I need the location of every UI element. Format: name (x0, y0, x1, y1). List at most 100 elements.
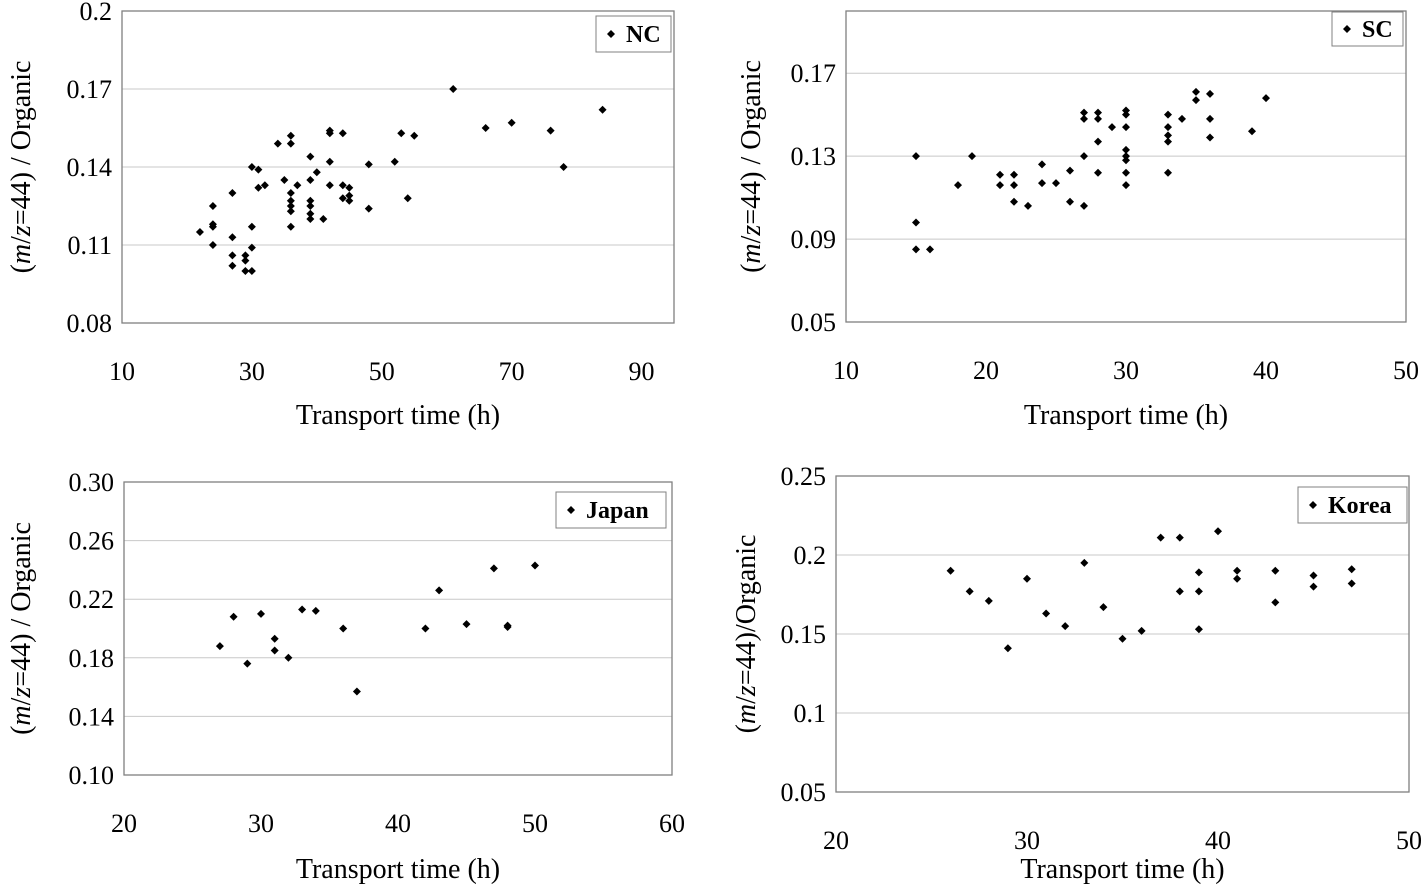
legend: Japan (555, 491, 667, 529)
data-point (1194, 625, 1203, 634)
y-axis-title: (m/z=44) / Organic (6, 522, 37, 735)
data-point (1137, 626, 1146, 635)
x-tick-label: 50 (1393, 356, 1419, 385)
x-tick-label: 40 (385, 809, 411, 838)
data-point (1194, 587, 1203, 596)
data-point (403, 194, 412, 203)
chart-panel-4: 0.05 0.1 0.15 0.2 0.25 20 30 40 50 Korea Transport… (731, 462, 1422, 885)
data-point (507, 118, 516, 127)
data-point (208, 202, 217, 210)
legend-marker (607, 30, 615, 38)
x-tick-label: 70 (499, 357, 525, 386)
y-tick-label: 0.18 (69, 644, 115, 673)
data-point (1122, 123, 1130, 132)
data-point (1271, 598, 1280, 607)
data-point (1080, 201, 1088, 210)
data-point (1122, 145, 1130, 154)
data-point (1066, 197, 1074, 206)
data-point (241, 256, 250, 265)
data-point (306, 209, 315, 218)
data-point (1094, 108, 1102, 117)
x-tick-label: 10 (833, 356, 859, 385)
data-point (559, 163, 568, 171)
data-point (1108, 123, 1116, 132)
legend-marker (1343, 25, 1351, 33)
data-point (1099, 603, 1108, 612)
data-point (1066, 166, 1074, 175)
x-tick-label: 60 (659, 809, 685, 838)
data-point (1347, 579, 1356, 588)
data-point (286, 196, 295, 205)
data-point (912, 245, 920, 254)
data-point (241, 267, 250, 275)
data-point (229, 612, 238, 621)
y-axis-title: (m/z=44) / Organic (736, 60, 767, 273)
data-point (270, 646, 279, 655)
plot-area (121, 10, 675, 324)
data-point (273, 139, 282, 148)
x-tick-label: 30 (1113, 356, 1139, 385)
data-point (1214, 527, 1222, 536)
data-point (1010, 197, 1018, 206)
y-tick-label: 0.1 (794, 699, 827, 728)
y-axis-title: (m/z=44)/Organic (731, 535, 762, 734)
x-tick-label: 30 (248, 809, 274, 838)
y-tick-label: 0.17 (791, 59, 837, 88)
y-tick-label: 0.14 (67, 153, 113, 182)
data-point (215, 642, 224, 651)
data-point (1010, 181, 1018, 190)
data-point (1262, 94, 1270, 103)
data-point (462, 620, 471, 629)
data-point (306, 176, 315, 184)
data-point (1080, 108, 1088, 117)
data-point (293, 181, 302, 190)
data-point (449, 85, 458, 93)
data-point (338, 194, 347, 203)
y-tick-label: 0.17 (67, 75, 113, 104)
data-point (298, 605, 307, 614)
x-tick-label: 20 (973, 356, 999, 385)
y-tick-label: 0.08 (67, 309, 113, 338)
data-point (546, 126, 555, 135)
data-point (339, 624, 348, 633)
x-tick-label: 40 (1253, 356, 1279, 385)
data-point (247, 163, 256, 171)
data-point (345, 191, 354, 200)
y-tick-label: 0.26 (69, 527, 115, 556)
data-point (319, 215, 328, 223)
data-point (325, 129, 334, 138)
data-point (247, 222, 256, 231)
data-point (410, 131, 419, 140)
data-point (247, 243, 256, 252)
data-point (286, 189, 295, 197)
data-point (270, 634, 279, 643)
data-point (254, 165, 263, 174)
data-point (1122, 110, 1130, 119)
y-tick-label: 0.11 (67, 231, 112, 260)
data-point (489, 564, 498, 573)
data-point (254, 183, 263, 192)
x-tick-label: 90 (629, 357, 655, 386)
data-point (286, 222, 295, 231)
y-tick-label: 0.10 (69, 761, 115, 790)
legend-marker (567, 506, 575, 514)
data-point (421, 624, 430, 633)
data-point (1024, 201, 1032, 210)
data-point (481, 124, 490, 132)
legend-label: SC (1362, 17, 1393, 43)
data-point (1023, 574, 1031, 583)
chart-panel-3: 0.10 0.14 0.18 0.22 0.26 0.30 20 30 40 50 60 Japan T… (6, 468, 685, 885)
data-point (1122, 156, 1130, 165)
y-tick-label: 0.22 (69, 585, 115, 614)
data-point (1010, 170, 1018, 179)
data-point (503, 623, 512, 632)
data-point (1175, 587, 1184, 596)
data-point (1164, 137, 1172, 146)
y-tick-label: 0.30 (69, 468, 115, 497)
data-point (306, 202, 315, 210)
data-point (1347, 565, 1356, 574)
data-point (926, 245, 934, 254)
data-point (1178, 114, 1186, 123)
data-point (228, 261, 237, 270)
data-point (390, 157, 399, 166)
